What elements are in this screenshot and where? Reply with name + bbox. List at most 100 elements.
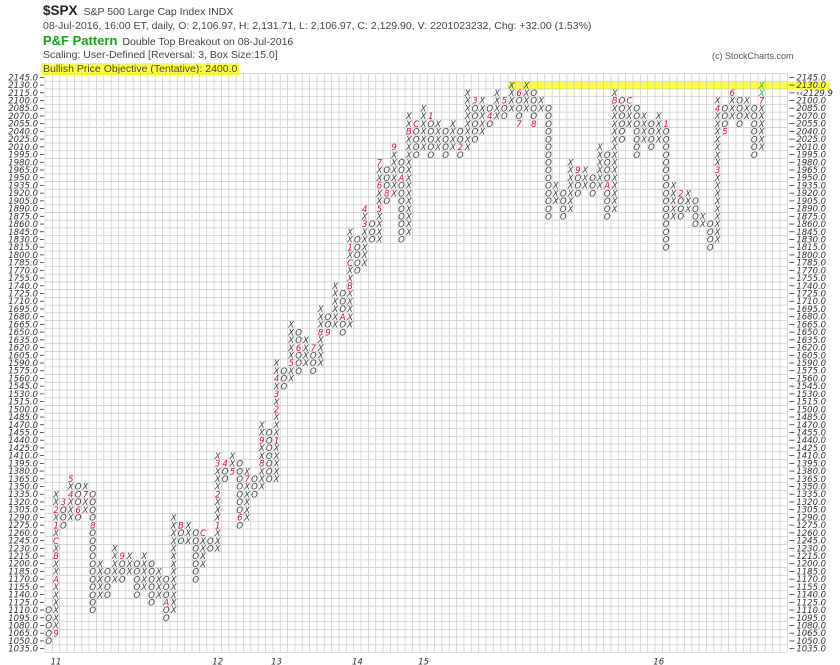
month-marker: A — [603, 182, 610, 192]
x-box: X — [655, 128, 662, 138]
o-box: O — [192, 544, 199, 554]
o-box: O — [663, 143, 670, 153]
x-box: X — [199, 560, 206, 570]
y-tick-label-left: 1380.0 — [8, 467, 38, 477]
x-box: X — [611, 158, 618, 168]
o-box: O — [354, 236, 361, 246]
x-box: X — [596, 158, 603, 168]
x-box: X — [346, 236, 353, 246]
x-box: X — [214, 475, 221, 485]
o-box: O — [442, 135, 449, 145]
y-tick-label-right: 1080.0 — [796, 621, 826, 631]
o-box: O — [604, 189, 611, 199]
o-box: O — [619, 128, 626, 138]
x-box: X — [420, 143, 427, 153]
month-marker: 6 — [516, 89, 522, 99]
y-tick-label-left: 1350.0 — [8, 483, 38, 493]
x-box: X — [52, 544, 59, 554]
o-box: O — [45, 614, 52, 624]
month-marker: 4 — [222, 460, 227, 470]
y-tick-label-right: 1830.0 — [796, 235, 826, 245]
x-box: X — [170, 568, 177, 578]
x-box: X — [376, 220, 383, 230]
x-box: X — [170, 575, 177, 585]
x-box: X — [376, 174, 383, 184]
y-tick-label-left: 1905.0 — [8, 197, 38, 207]
o-box: O — [398, 220, 405, 230]
o-box: O — [236, 483, 243, 493]
x-box: X — [155, 568, 162, 578]
x-box: X — [728, 97, 735, 107]
x-box: X — [640, 120, 647, 130]
x-box: X — [405, 213, 412, 223]
o-box: O — [751, 104, 758, 114]
o-box: O — [560, 189, 567, 199]
o-box: O — [295, 328, 302, 338]
o-box: O — [398, 189, 405, 199]
x-box: X — [611, 189, 618, 199]
y-tick-label-left: 2115.0 — [8, 89, 38, 99]
o-box: O — [663, 205, 670, 215]
x-box: X — [111, 568, 118, 578]
y-tick-label-right: 1305.0 — [796, 506, 826, 516]
y-tick-label-left: 1410.0 — [8, 452, 38, 462]
o-box: O — [354, 251, 361, 261]
month-marker: B — [178, 521, 184, 531]
x-box: X — [405, 158, 412, 168]
copyright: (c) StockCharts.com — [712, 51, 794, 61]
o-box: O — [134, 575, 141, 585]
y-tick-label-right: 1890.0 — [796, 205, 826, 215]
y-tick-label-left: 1110.0 — [8, 606, 38, 616]
x-box: X — [611, 182, 618, 192]
y-tick-label-right: 1545.0 — [796, 382, 826, 392]
x-box: X — [390, 182, 397, 192]
x-box: X — [214, 506, 221, 516]
x-box: X — [52, 599, 59, 609]
o-box: O — [295, 359, 302, 369]
y-tick-label-left: 1035.0 — [8, 645, 38, 655]
o-box: O — [648, 120, 655, 130]
x-box: X — [390, 174, 397, 184]
y-tick-label-right: 1560.0 — [796, 374, 826, 384]
x-box: X — [552, 197, 559, 207]
x-box: X — [273, 429, 280, 439]
y-tick-label-right: 1950.0 — [796, 174, 826, 184]
month-marker: 4 — [274, 375, 279, 385]
y-tick-label-left: 2040.0 — [8, 127, 38, 137]
x-box: X — [714, 220, 721, 230]
month-marker: C — [413, 120, 419, 130]
y-tick-label-right: 1965.0 — [796, 166, 826, 176]
x-box: X — [390, 189, 397, 199]
month-marker: 4 — [487, 112, 492, 122]
o-box: O — [295, 351, 302, 361]
x-box: X — [346, 305, 353, 315]
o-box: O — [339, 297, 346, 307]
x-box: X — [596, 182, 603, 192]
x-box: X — [405, 143, 412, 153]
y-tick-label-left: 1860.0 — [8, 220, 38, 230]
x-box: X — [420, 128, 427, 138]
o-box: O — [575, 182, 582, 192]
o-box: O — [310, 351, 317, 361]
o-box: O — [472, 120, 479, 130]
o-box: O — [134, 583, 141, 593]
x-box: X — [420, 112, 427, 122]
y-tick-label-left: 2010.0 — [8, 143, 38, 153]
y-tick-label-right: 2055.0 — [796, 120, 826, 130]
y-tick-label-left: 1095.0 — [8, 614, 38, 624]
y-tick-label-right: 1935.0 — [796, 181, 826, 191]
y-tick-label-right: 1425.0 — [796, 444, 826, 454]
x-box: X — [376, 228, 383, 238]
o-box: O — [692, 205, 699, 215]
o-box: O — [633, 104, 640, 114]
o-box: O — [736, 112, 743, 122]
month-marker: 8 — [384, 189, 390, 199]
x-box: X — [743, 104, 750, 114]
month-marker: 8 — [259, 460, 265, 470]
o-box: O — [398, 182, 405, 192]
x-box: X — [155, 591, 162, 601]
price-objective: Bullish Price Objective (Tentative): 240… — [41, 63, 240, 75]
x-box: X — [155, 583, 162, 593]
o-box: O — [192, 560, 199, 570]
o-box: O — [736, 120, 743, 130]
